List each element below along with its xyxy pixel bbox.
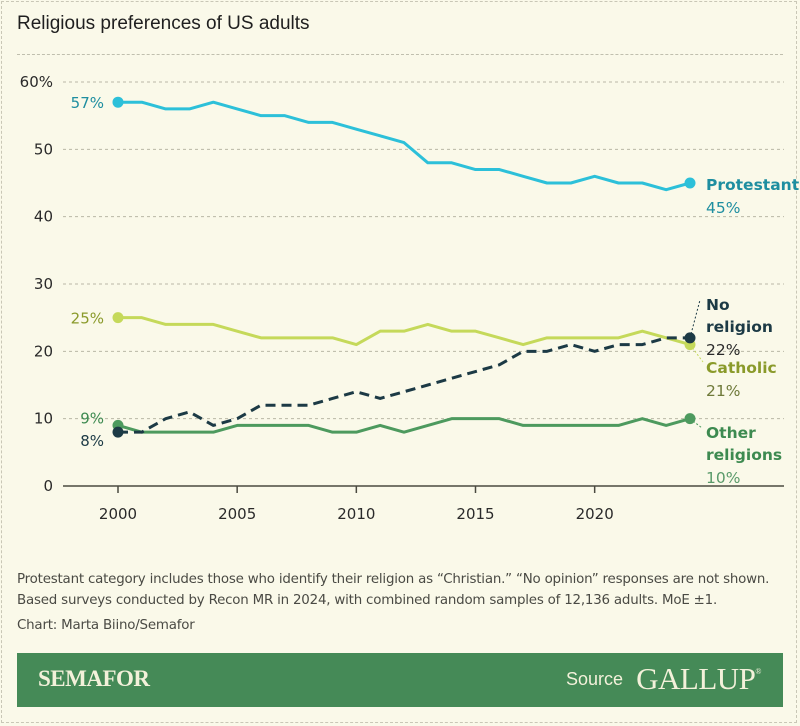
chart-title: Religious preferences of US adults [17, 13, 310, 34]
end-label-value: 21% [706, 382, 740, 400]
end-label-name: religions [706, 446, 782, 464]
y-tick-label: 10 [34, 410, 53, 428]
registered-mark: ® [755, 667, 761, 676]
x-tick-label: 2015 [456, 505, 494, 523]
end-label-name: No [706, 296, 730, 314]
series-lines [112, 96, 696, 438]
y-tick-label: 0 [43, 477, 53, 495]
leader-line [689, 299, 701, 338]
start-point-catholic [112, 312, 124, 324]
leader-line [689, 418, 703, 429]
series-line-other-religions [117, 417, 691, 434]
y-tick-label: 40 [34, 208, 53, 226]
x-tick-label: 2010 [337, 505, 375, 523]
x-tick-label: 2000 [99, 505, 137, 523]
title-divider [17, 54, 783, 55]
y-axis-ticks: 60% 50 40 30 20 10 0 [20, 73, 53, 495]
x-axis: 2000 2005 2010 2015 2020 [63, 485, 784, 523]
y-tick-label: 50 [34, 140, 53, 158]
series-line-catholic [118, 316, 691, 347]
gallup-logo: GALLUP® [636, 661, 761, 697]
start-label: 25% [71, 310, 104, 328]
end-label-value: 10% [706, 469, 740, 487]
end-label-name: Protestant [706, 176, 800, 194]
footer-bar: SEMAFOR Source GALLUP® [17, 653, 783, 707]
x-tick-label: 2020 [576, 505, 614, 523]
start-label: 9% [80, 409, 104, 427]
end-label-name: Other [706, 424, 756, 442]
series-line-protestant [118, 100, 691, 192]
gallup-text: GALLUP [636, 661, 756, 696]
end-label-name: religion [706, 318, 773, 336]
x-tick-label: 2005 [218, 505, 256, 523]
end-label-name: Catholic [706, 359, 777, 377]
semafor-logo: SEMAFOR [38, 666, 150, 691]
chart-note: Protestant category includes those who i… [17, 572, 770, 608]
start-label: 8% [80, 432, 104, 450]
end-point-protestant [684, 177, 696, 189]
end-label-value: 22% [706, 341, 740, 359]
start-point-protestant [112, 96, 124, 108]
chart-credit: Chart: Marta Biino/Semafor [17, 618, 195, 633]
grid-lines [63, 81, 784, 420]
series-labels: 57% 25% 8% 9% Protestant 45% No religion 22%Cath… [71, 94, 800, 487]
start-label: 57% [71, 94, 104, 112]
y-tick-label: 20 [34, 342, 53, 360]
y-tick-label: 60% [20, 73, 53, 91]
y-tick-label: 30 [34, 275, 53, 293]
series-line-no-religion [118, 336, 690, 434]
source-label: Source [565, 669, 623, 689]
end-label-value: 45% [706, 199, 740, 217]
start-point-no-religion [112, 426, 124, 438]
